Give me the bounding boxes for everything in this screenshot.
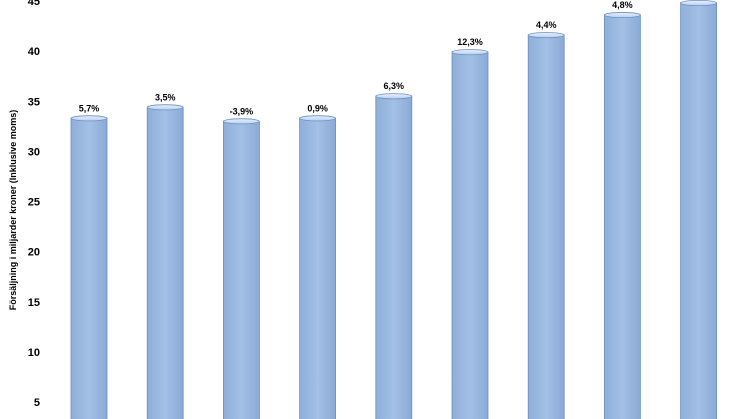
bar	[146, 106, 184, 419]
y-axis-title: Försäljning i miljarder kroner (Inklusiv…	[8, 110, 18, 311]
data-label: 6,3%	[384, 81, 405, 91]
data-label: 4,8%	[612, 0, 633, 10]
bar	[375, 95, 413, 419]
y-tick-label: 20	[28, 247, 40, 259]
y-tick-label: 45	[28, 0, 40, 8]
bar-cap	[146, 104, 184, 111]
bars	[70, 0, 717, 419]
y-tick-label: 25	[28, 197, 40, 209]
bar-cap	[527, 32, 565, 39]
data-label: -3,9%	[230, 106, 254, 116]
y-tick-label: 5	[34, 397, 40, 409]
data-label: 4,4%	[536, 20, 557, 30]
data-labels: 5,7% 3,5% -3,9% 0,9% 6,3% 12,3% 4,4% 4,8%	[79, 0, 633, 116]
bar	[451, 51, 489, 419]
bar	[70, 117, 108, 419]
bar	[299, 117, 337, 419]
bar-cap	[375, 93, 413, 100]
y-tick-label: 40	[28, 46, 40, 58]
y-axis-ticks: 5 10 15 20 25 30 35 40 45	[28, 0, 40, 409]
bar-cap	[222, 118, 260, 125]
bar-cap	[451, 49, 489, 56]
data-label: 0,9%	[307, 103, 328, 113]
y-tick-label: 35	[28, 96, 40, 108]
bar	[604, 14, 641, 419]
bar	[680, 2, 717, 419]
y-tick-label: 30	[28, 146, 40, 158]
data-label: 12,3%	[457, 37, 483, 47]
bar-cap	[680, 0, 717, 7]
y-tick-label: 15	[28, 297, 40, 309]
y-tick-label: 10	[28, 347, 40, 359]
bar-cap	[70, 115, 108, 122]
bar	[222, 120, 260, 419]
bar-cap	[604, 12, 641, 19]
bar-cap	[299, 115, 337, 122]
data-label: 5,7%	[79, 103, 100, 113]
data-label: 3,5%	[155, 92, 176, 102]
bar	[527, 34, 565, 419]
